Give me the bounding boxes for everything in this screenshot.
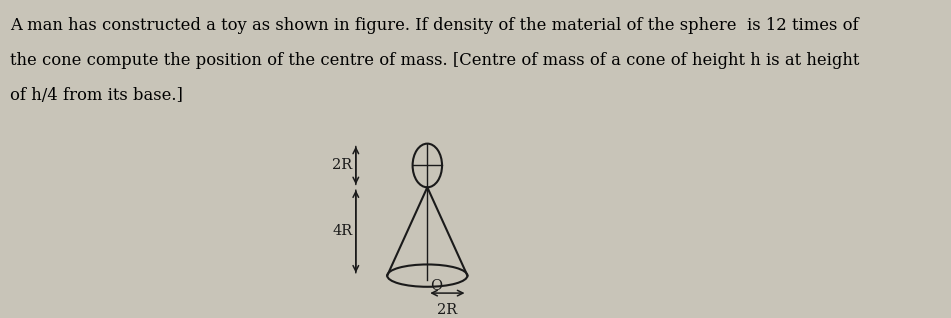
Text: the cone compute the position of the centre of mass. [Centre of mass of a cone o: the cone compute the position of the cen… [10, 52, 860, 69]
Text: O: O [430, 279, 442, 293]
Text: A man has constructed a toy as shown in figure. If density of the material of th: A man has constructed a toy as shown in … [10, 17, 859, 34]
Text: 2R: 2R [437, 303, 457, 317]
Text: 2R: 2R [332, 158, 352, 172]
Text: 4R: 4R [332, 225, 352, 238]
Text: of h/4 from its base.]: of h/4 from its base.] [10, 87, 184, 104]
